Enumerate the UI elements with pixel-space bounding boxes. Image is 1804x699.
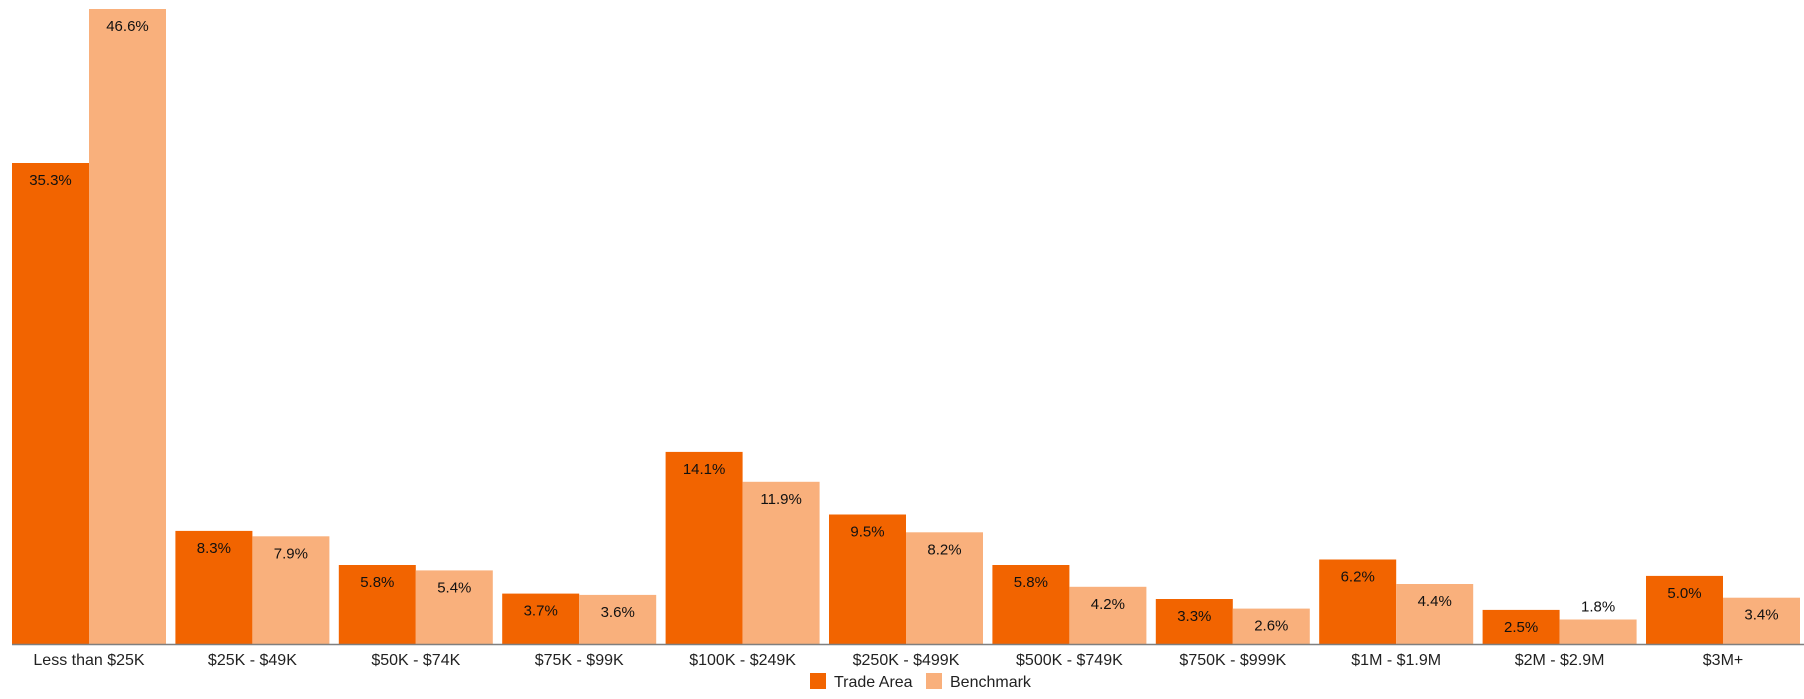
x-tick-label-50k-74k: $50K - $74K <box>371 652 460 669</box>
value-label-benchmark-50k-74k: 5.4% <box>437 579 471 596</box>
value-label-trade-area-50k-74k: 5.8% <box>360 574 394 591</box>
value-label-benchmark-2m-2-9m: 1.8% <box>1581 599 1615 616</box>
value-label-benchmark-75k-99k: 3.6% <box>601 604 635 621</box>
value-label-trade-area-less-than-25k: 35.3% <box>29 172 72 189</box>
value-label-benchmark-100k-249k: 11.9% <box>760 491 801 508</box>
bar-benchmark-100k-249k <box>742 481 820 644</box>
x-tick-label-less-than-25k: Less than $25K <box>33 652 145 669</box>
value-label-trade-area-250k-499k: 9.5% <box>850 524 884 541</box>
bar-benchmark-75k-99k <box>579 594 657 644</box>
bar-trade-area-50k-74k <box>338 565 416 644</box>
bar-benchmark-250k-499k <box>906 532 983 644</box>
value-label-benchmark-less-than-25k: 46.6% <box>106 18 149 35</box>
value-label-benchmark-750k-999k: 2.6% <box>1254 618 1288 635</box>
bar-trade-area-250k-499k <box>829 514 906 644</box>
x-tick-label-500k-749k: $500K - $749K <box>1016 652 1123 669</box>
legend-label-trade-area: Trade Area <box>834 674 913 691</box>
bar-benchmark-3m <box>1723 597 1800 644</box>
value-label-trade-area-25k-49k: 8.3% <box>197 540 231 557</box>
value-label-benchmark-500k-749k: 4.2% <box>1091 596 1125 613</box>
bars-layer <box>12 9 1800 644</box>
bar-benchmark-1m-1-9m <box>1396 584 1474 644</box>
bar-trade-area-3m <box>1646 575 1723 644</box>
bar-trade-area-25k-49k <box>175 530 253 644</box>
bar-benchmark-500k-749k <box>1069 586 1147 644</box>
legend-swatch-benchmark <box>926 673 942 689</box>
x-tick-label-25k-49k: $25K - $49K <box>208 652 297 669</box>
bar-trade-area-100k-249k <box>665 451 743 644</box>
value-label-trade-area-75k-99k: 3.7% <box>524 603 558 620</box>
bar-benchmark-50k-74k <box>415 570 493 644</box>
value-label-benchmark-250k-499k: 8.2% <box>927 541 961 558</box>
x-tick-label-1m-1-9m: $1M - $1.9M <box>1351 652 1441 669</box>
value-label-trade-area-1m-1-9m: 6.2% <box>1341 569 1375 586</box>
bar-benchmark-25k-49k <box>252 536 330 644</box>
value-labels-layer: 35.3% 46.6% 8.3% 7.9% 5.8% 5.4% 3.7% 3.6% 14.1% 1… <box>29 18 1778 636</box>
x-tick-label-750k-999k: $750K - $999K <box>1179 652 1286 669</box>
x-tick-label-75k-99k: $75K - $99K <box>535 652 624 669</box>
bar-trade-area-75k-99k <box>502 593 580 644</box>
legend: Trade Area Benchmark <box>810 673 1032 691</box>
legend-label-benchmark: Benchmark <box>950 674 1032 691</box>
value-label-trade-area-500k-749k: 5.8% <box>1014 574 1048 591</box>
value-label-benchmark-25k-49k: 7.9% <box>274 545 308 562</box>
bar-benchmark-less-than-25k <box>89 9 166 644</box>
value-label-benchmark-1m-1-9m: 4.4% <box>1418 593 1452 610</box>
bar-benchmark-2m-2-9m <box>1559 619 1637 644</box>
bar-trade-area-less-than-25k <box>12 163 89 644</box>
x-tick-labels: Less than $25K $25K - $49K $50K - $74K $75K… <box>33 652 1743 669</box>
bar-benchmark-750k-999k <box>1232 608 1310 644</box>
x-tick-label-100k-249k: $100K - $249K <box>689 652 796 669</box>
bar-trade-area-750k-999k <box>1155 599 1233 644</box>
value-label-trade-area-2m-2-9m: 2.5% <box>1504 619 1538 636</box>
value-label-benchmark-3m: 3.4% <box>1744 607 1778 624</box>
bar-trade-area-500k-749k <box>992 565 1070 644</box>
value-label-trade-area-100k-249k: 14.1% <box>683 461 726 478</box>
value-label-trade-area-750k-999k: 3.3% <box>1177 608 1211 625</box>
bar-trade-area-2m-2-9m <box>1482 609 1560 644</box>
x-tick-label-250k-499k: $250K - $499K <box>853 652 960 669</box>
legend-swatch-trade-area <box>810 673 826 689</box>
bar-trade-area-1m-1-9m <box>1319 559 1397 644</box>
value-label-trade-area-3m: 5.0% <box>1667 585 1701 602</box>
x-tick-label-2m-2-9m: $2M - $2.9M <box>1515 652 1605 669</box>
x-tick-label-3m: $3M+ <box>1703 652 1743 669</box>
